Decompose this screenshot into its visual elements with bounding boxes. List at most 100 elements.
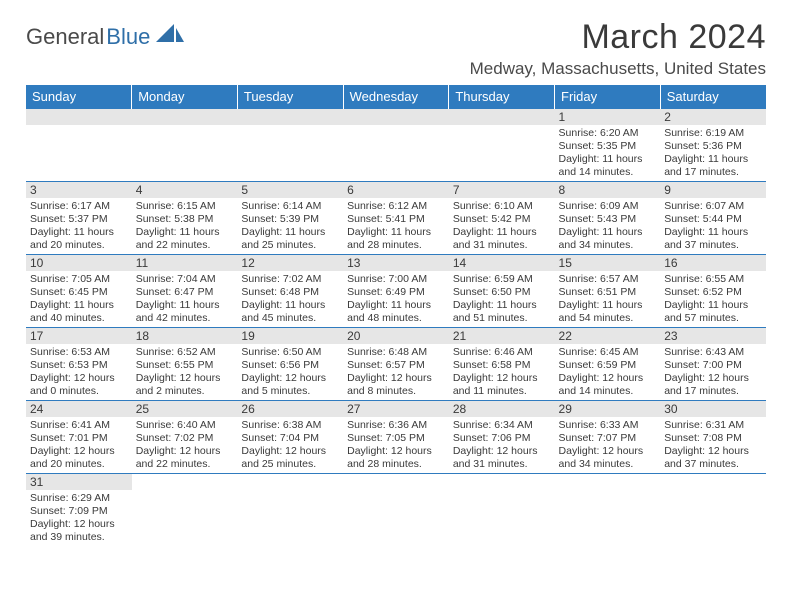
calendar-day-cell: 13Sunrise: 7:00 AMSunset: 6:49 PMDayligh… [343, 255, 449, 328]
sunset-line: Sunset: 7:02 PM [136, 432, 234, 445]
sunrise-line: Sunrise: 6:31 AM [664, 419, 762, 432]
sunset-line: Sunset: 5:44 PM [664, 213, 762, 226]
sunrise-line: Sunrise: 6:53 AM [30, 346, 128, 359]
day-details: Sunrise: 7:02 AMSunset: 6:48 PMDaylight:… [237, 271, 343, 327]
day-details: Sunrise: 6:14 AMSunset: 5:39 PMDaylight:… [237, 198, 343, 254]
calendar-day-cell: 21Sunrise: 6:46 AMSunset: 6:58 PMDayligh… [449, 328, 555, 401]
day-number: 11 [132, 255, 238, 271]
day-number: 30 [660, 401, 766, 417]
daylight-line: Daylight: 12 hours and 0 minutes. [30, 372, 128, 398]
day-number [449, 109, 555, 125]
sunrise-line: Sunrise: 6:45 AM [559, 346, 657, 359]
daylight-line: Daylight: 12 hours and 22 minutes. [136, 445, 234, 471]
calendar-day-cell: 7Sunrise: 6:10 AMSunset: 5:42 PMDaylight… [449, 182, 555, 255]
sunset-line: Sunset: 7:09 PM [30, 505, 128, 518]
day-number [237, 109, 343, 125]
day-details: Sunrise: 7:05 AMSunset: 6:45 PMDaylight:… [26, 271, 132, 327]
day-details: Sunrise: 6:55 AMSunset: 6:52 PMDaylight:… [660, 271, 766, 327]
daylight-line: Daylight: 11 hours and 57 minutes. [664, 299, 762, 325]
calendar-day-cell [237, 109, 343, 182]
sail-icon [156, 24, 184, 50]
day-number: 13 [343, 255, 449, 271]
daylight-line: Daylight: 12 hours and 11 minutes. [453, 372, 551, 398]
calendar-day-cell [343, 109, 449, 182]
day-number: 29 [555, 401, 661, 417]
daylight-line: Daylight: 12 hours and 2 minutes. [136, 372, 234, 398]
sunset-line: Sunset: 7:01 PM [30, 432, 128, 445]
calendar-day-cell: 8Sunrise: 6:09 AMSunset: 5:43 PMDaylight… [555, 182, 661, 255]
daylight-line: Daylight: 11 hours and 40 minutes. [30, 299, 128, 325]
daylight-line: Daylight: 11 hours and 48 minutes. [347, 299, 445, 325]
sunset-line: Sunset: 6:48 PM [241, 286, 339, 299]
sunset-line: Sunset: 6:59 PM [559, 359, 657, 372]
day-details [237, 490, 343, 494]
calendar-day-cell: 27Sunrise: 6:36 AMSunset: 7:05 PMDayligh… [343, 401, 449, 474]
calendar-week-row: 24Sunrise: 6:41 AMSunset: 7:01 PMDayligh… [26, 401, 766, 474]
sunrise-line: Sunrise: 6:48 AM [347, 346, 445, 359]
day-details: Sunrise: 6:40 AMSunset: 7:02 PMDaylight:… [132, 417, 238, 473]
day-number [343, 474, 449, 490]
day-details: Sunrise: 6:34 AMSunset: 7:06 PMDaylight:… [449, 417, 555, 473]
sunset-line: Sunset: 6:56 PM [241, 359, 339, 372]
calendar-day-cell: 24Sunrise: 6:41 AMSunset: 7:01 PMDayligh… [26, 401, 132, 474]
day-details: Sunrise: 7:04 AMSunset: 6:47 PMDaylight:… [132, 271, 238, 327]
weekday-header-row: Sunday Monday Tuesday Wednesday Thursday… [26, 85, 766, 109]
day-details: Sunrise: 6:29 AMSunset: 7:09 PMDaylight:… [26, 490, 132, 546]
day-number: 28 [449, 401, 555, 417]
day-details: Sunrise: 6:10 AMSunset: 5:42 PMDaylight:… [449, 198, 555, 254]
sunrise-line: Sunrise: 6:59 AM [453, 273, 551, 286]
day-details [132, 490, 238, 494]
calendar-day-cell: 11Sunrise: 7:04 AMSunset: 6:47 PMDayligh… [132, 255, 238, 328]
calendar-day-cell: 15Sunrise: 6:57 AMSunset: 6:51 PMDayligh… [555, 255, 661, 328]
calendar-day-cell [132, 474, 238, 547]
sunset-line: Sunset: 5:43 PM [559, 213, 657, 226]
calendar-day-cell [449, 474, 555, 547]
sunset-line: Sunset: 7:00 PM [664, 359, 762, 372]
day-details: Sunrise: 6:12 AMSunset: 5:41 PMDaylight:… [343, 198, 449, 254]
sunrise-line: Sunrise: 6:36 AM [347, 419, 445, 432]
day-number: 8 [555, 182, 661, 198]
day-details: Sunrise: 6:36 AMSunset: 7:05 PMDaylight:… [343, 417, 449, 473]
daylight-line: Daylight: 11 hours and 31 minutes. [453, 226, 551, 252]
daylight-line: Daylight: 12 hours and 28 minutes. [347, 445, 445, 471]
daylight-line: Daylight: 12 hours and 34 minutes. [559, 445, 657, 471]
logo: GeneralBlue [26, 24, 184, 50]
day-number: 26 [237, 401, 343, 417]
day-details: Sunrise: 6:52 AMSunset: 6:55 PMDaylight:… [132, 344, 238, 400]
day-number: 24 [26, 401, 132, 417]
day-number [237, 474, 343, 490]
day-number: 9 [660, 182, 766, 198]
daylight-line: Daylight: 11 hours and 54 minutes. [559, 299, 657, 325]
calendar-day-cell: 31Sunrise: 6:29 AMSunset: 7:09 PMDayligh… [26, 474, 132, 547]
calendar-day-cell: 19Sunrise: 6:50 AMSunset: 6:56 PMDayligh… [237, 328, 343, 401]
day-details: Sunrise: 6:33 AMSunset: 7:07 PMDaylight:… [555, 417, 661, 473]
day-details: Sunrise: 6:53 AMSunset: 6:53 PMDaylight:… [26, 344, 132, 400]
month-title: March 2024 [470, 18, 766, 57]
daylight-line: Daylight: 12 hours and 5 minutes. [241, 372, 339, 398]
day-number: 23 [660, 328, 766, 344]
sunset-line: Sunset: 6:47 PM [136, 286, 234, 299]
calendar-week-row: 1Sunrise: 6:20 AMSunset: 5:35 PMDaylight… [26, 109, 766, 182]
calendar-day-cell: 25Sunrise: 6:40 AMSunset: 7:02 PMDayligh… [132, 401, 238, 474]
day-details: Sunrise: 6:15 AMSunset: 5:38 PMDaylight:… [132, 198, 238, 254]
calendar-table: Sunday Monday Tuesday Wednesday Thursday… [26, 85, 766, 546]
calendar-day-cell [132, 109, 238, 182]
day-details: Sunrise: 6:41 AMSunset: 7:01 PMDaylight:… [26, 417, 132, 473]
sunset-line: Sunset: 5:42 PM [453, 213, 551, 226]
day-details: Sunrise: 6:38 AMSunset: 7:04 PMDaylight:… [237, 417, 343, 473]
daylight-line: Daylight: 11 hours and 22 minutes. [136, 226, 234, 252]
weekday-header: Thursday [449, 85, 555, 109]
sunrise-line: Sunrise: 6:29 AM [30, 492, 128, 505]
sunset-line: Sunset: 6:52 PM [664, 286, 762, 299]
day-details: Sunrise: 6:59 AMSunset: 6:50 PMDaylight:… [449, 271, 555, 327]
calendar-day-cell: 4Sunrise: 6:15 AMSunset: 5:38 PMDaylight… [132, 182, 238, 255]
sunset-line: Sunset: 6:53 PM [30, 359, 128, 372]
day-details: Sunrise: 6:48 AMSunset: 6:57 PMDaylight:… [343, 344, 449, 400]
sunrise-line: Sunrise: 6:55 AM [664, 273, 762, 286]
calendar-day-cell: 3Sunrise: 6:17 AMSunset: 5:37 PMDaylight… [26, 182, 132, 255]
calendar-day-cell: 29Sunrise: 6:33 AMSunset: 7:07 PMDayligh… [555, 401, 661, 474]
sunrise-line: Sunrise: 7:04 AM [136, 273, 234, 286]
sunrise-line: Sunrise: 7:00 AM [347, 273, 445, 286]
day-number: 10 [26, 255, 132, 271]
calendar-day-cell [555, 474, 661, 547]
